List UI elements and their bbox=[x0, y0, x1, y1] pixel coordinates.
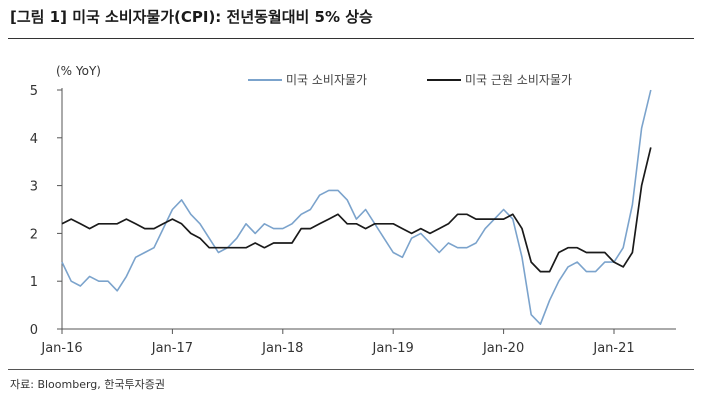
x-tick-label: Jan-19 bbox=[372, 341, 414, 356]
y-unit-label: (% YoY) bbox=[56, 64, 101, 78]
x-tick-label: Jan-17 bbox=[151, 341, 193, 356]
y-tick-label: 3 bbox=[30, 180, 38, 195]
x-tick-label: Jan-18 bbox=[261, 341, 303, 356]
bottom-divider bbox=[8, 369, 694, 370]
figure-title: [그림 1] 미국 소비자물가(CPI): 전년동월대비 5% 상승 bbox=[10, 8, 373, 26]
y-ticks: 0 1 2 3 4 5 bbox=[30, 84, 62, 338]
top-divider bbox=[8, 38, 694, 39]
source-note: 자료: Bloomberg, 한국투자증권 bbox=[10, 378, 165, 391]
series-line-1 bbox=[61, 89, 652, 326]
chart-axes bbox=[61, 88, 676, 330]
y-tick-label: 1 bbox=[30, 275, 38, 290]
y-tick-label: 0 bbox=[30, 323, 38, 338]
x-tick-label: Jan-16 bbox=[40, 341, 82, 356]
series-lines bbox=[61, 89, 652, 326]
y-tick-label: 4 bbox=[30, 132, 38, 147]
x-tick-label: Jan-21 bbox=[592, 341, 634, 356]
x-ticks: Jan-16 Jan-17 Jan-18 Jan-19 Jan-20 Jan-21 bbox=[40, 329, 635, 356]
series-line-2 bbox=[61, 147, 652, 273]
chart-legend: 미국 소비자물가 미국 근원 소비자물가 bbox=[248, 73, 572, 87]
y-tick-label: 2 bbox=[30, 227, 38, 242]
y-tick-label: 5 bbox=[30, 84, 38, 99]
legend-label-1: 미국 소비자물가 bbox=[286, 73, 367, 87]
x-tick-label: Jan-20 bbox=[482, 341, 524, 356]
legend-label-2: 미국 근원 소비자물가 bbox=[465, 73, 572, 87]
